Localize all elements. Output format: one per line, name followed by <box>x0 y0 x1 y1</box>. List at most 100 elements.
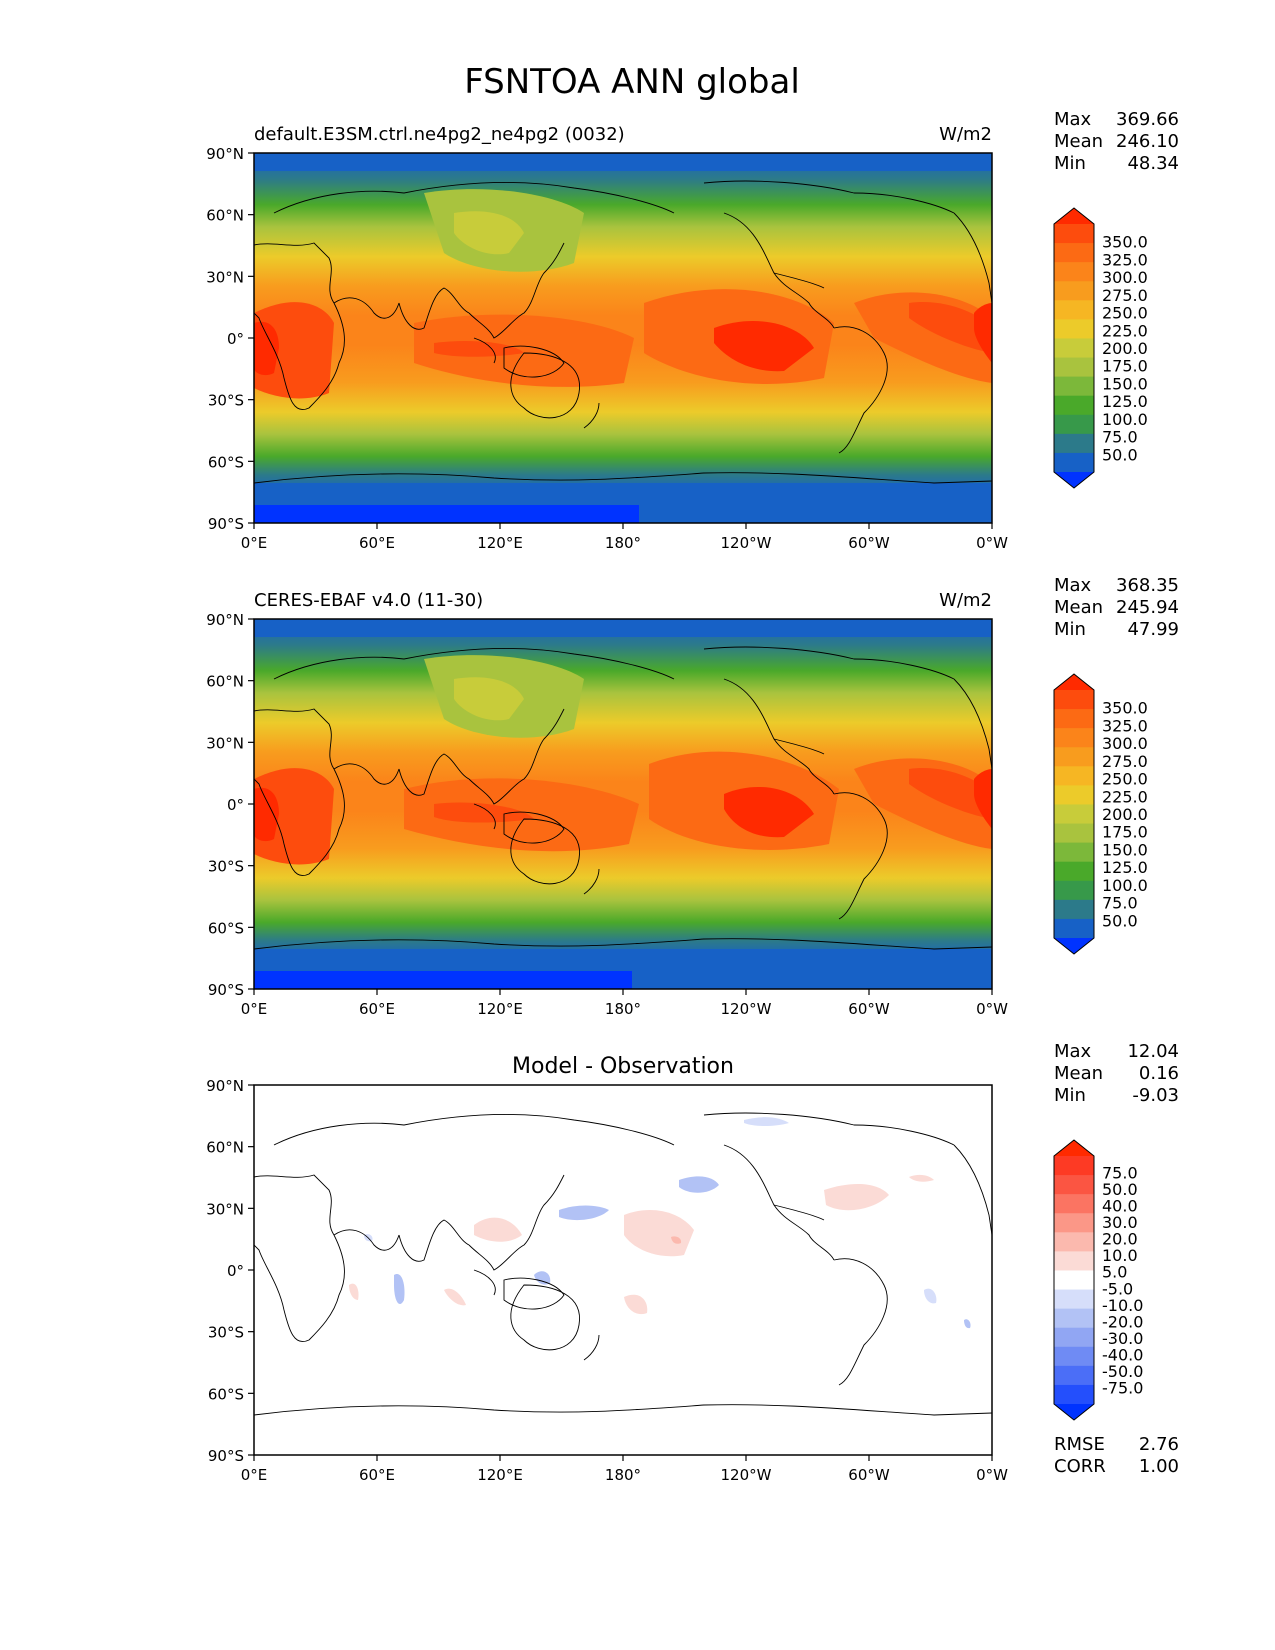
colorbar-label: 250.0 <box>1102 304 1148 323</box>
map-field-diff <box>254 1085 992 1455</box>
lon-tick-label: 120°W <box>721 1466 772 1484</box>
colorbar-extend-min <box>1054 472 1094 488</box>
colorbar-label: -75.0 <box>1102 1378 1143 1397</box>
colorbar-segment <box>1054 1251 1094 1271</box>
lat-tick-label: 60°S <box>208 1385 244 1403</box>
stats-max-value: 369.66 <box>1116 109 1179 130</box>
lon-tick-label: 60°W <box>848 534 890 552</box>
colorbar-outline <box>1053 673 1095 955</box>
colorbar-segment <box>1054 766 1094 786</box>
lon-tick-label: 60°E <box>359 1466 395 1484</box>
colorbar-outline <box>1053 1139 1095 1421</box>
stats-block: Max 368.35 Mean 245.94 Min 47.99 <box>1054 575 1179 640</box>
colorbar-segment <box>1054 1289 1094 1310</box>
colorbar-segment <box>1054 1270 1094 1291</box>
panel-model: default.E3SM.ctrl.ne4pg2_ne4pg2 (0032) W… <box>206 109 1179 552</box>
colorbar-label: 275.0 <box>1102 752 1148 771</box>
stats-max-label: Max <box>1054 109 1092 130</box>
colorbar-segment <box>1054 842 1094 863</box>
colorbar-label: 225.0 <box>1102 321 1148 340</box>
colorbar-segment <box>1054 243 1094 263</box>
stats-min-label: Min <box>1054 1085 1086 1106</box>
lat-tick-label: 60°N <box>206 207 244 225</box>
colorbar-segment <box>1054 1384 1094 1405</box>
colorbar-segment <box>1054 224 1094 244</box>
colorbar-label: 150.0 <box>1102 374 1148 393</box>
lat-tick-label: 0° <box>227 796 244 814</box>
lon-tick-label: 0°E <box>241 1466 268 1484</box>
colorbar-segment <box>1054 262 1094 282</box>
lat-tick-label: 90°S <box>208 1447 244 1465</box>
lon-tick-label: 0°W <box>976 1466 1008 1484</box>
stats-mean-label: Mean <box>1054 131 1103 152</box>
colorbar-segment <box>1054 728 1094 748</box>
colorbar-segment <box>1054 319 1094 339</box>
colorbar-label: 50.0 <box>1102 445 1138 464</box>
lon-tick-label: 120°E <box>477 1000 523 1018</box>
stats-mean-value: 246.10 <box>1116 131 1179 152</box>
colorbar-segment <box>1054 433 1094 454</box>
stats-max-value: 368.35 <box>1116 575 1179 596</box>
colorbar-extend-min <box>1054 938 1094 954</box>
stats-min-label: Min <box>1054 153 1086 174</box>
colorbar-label: -20.0 <box>1102 1312 1143 1331</box>
colorbar-label: 350.0 <box>1102 233 1148 252</box>
colorbar-label: 75.0 <box>1102 428 1138 447</box>
colorbar-label: 75.0 <box>1102 1164 1138 1183</box>
lon-tick-label: 0°E <box>241 534 268 552</box>
colorbar-label: 10.0 <box>1102 1246 1138 1265</box>
panel-units: W/m2 <box>939 124 992 145</box>
colorbar: 350.0325.0300.0275.0250.0225.0200.0175.0… <box>1053 673 1148 955</box>
colorbar-label: 325.0 <box>1102 250 1148 269</box>
stats-min-value: 48.34 <box>1127 153 1179 174</box>
colorbar-label: 350.0 <box>1102 699 1148 718</box>
corr-value: 1.00 <box>1139 1456 1179 1477</box>
panel-left-title: CERES-EBAF v4.0 (11-30) <box>254 590 483 611</box>
colorbar-segment <box>1054 338 1094 359</box>
colorbar-outline <box>1053 207 1095 489</box>
colorbar-label: -50.0 <box>1102 1362 1143 1381</box>
colorbar-segment <box>1054 414 1094 435</box>
colorbar-segment <box>1054 690 1094 710</box>
colorbar-segment <box>1054 1156 1094 1176</box>
panel-units: W/m2 <box>939 590 992 611</box>
colorbar-segment <box>1054 376 1094 397</box>
colorbar-segment <box>1054 861 1094 882</box>
lon-tick-label: 60°W <box>848 1000 890 1018</box>
panel-obs: CERES-EBAF v4.0 (11-30) W/m2 <box>206 575 1179 1018</box>
colorbar-segment <box>1054 1308 1094 1329</box>
colorbar-label: 30.0 <box>1102 1213 1138 1232</box>
rmse-value: 2.76 <box>1139 1434 1179 1455</box>
axes-ticks: 90°N 60°N 30°N 0° 30°S 60°S 90°S0°E 60°E 120°E 18… <box>206 1077 1008 1484</box>
lat-tick-label: 0° <box>227 330 244 348</box>
colorbar-label: 100.0 <box>1102 410 1148 429</box>
colorbar-label: -10.0 <box>1102 1296 1143 1315</box>
colorbar-segment <box>1054 918 1094 939</box>
colorbar: 75.050.040.030.020.010.05.0-5.0-10.0-20.… <box>1053 1139 1143 1421</box>
lon-tick-label: 0°W <box>976 1000 1008 1018</box>
lat-tick-label: 90°S <box>208 981 244 999</box>
lon-tick-label: 180° <box>605 534 641 552</box>
lon-tick-label: 0°W <box>976 534 1008 552</box>
stats-min-value: -9.03 <box>1132 1085 1179 1106</box>
colorbar-label: 40.0 <box>1102 1197 1138 1216</box>
colorbar-label: 150.0 <box>1102 840 1148 859</box>
lon-tick-label: 60°E <box>359 1000 395 1018</box>
map-field-obs <box>254 619 992 989</box>
extra-stats-block: RMSE 2.76 CORR 1.00 <box>1054 1434 1179 1477</box>
colorbar-segment <box>1054 1327 1094 1348</box>
rmse-label: RMSE <box>1054 1434 1105 1455</box>
lat-tick-label: 90°N <box>206 611 244 629</box>
coastlines <box>254 1112 992 1416</box>
colorbar-label: 325.0 <box>1102 716 1148 735</box>
colorbar-extend-max <box>1054 674 1094 690</box>
colorbar-segment <box>1054 357 1094 378</box>
lon-tick-label: 60°W <box>848 1466 890 1484</box>
colorbar-segment <box>1054 395 1094 416</box>
stats-mean-label: Mean <box>1054 1063 1103 1084</box>
colorbar-extend-min <box>1054 1404 1094 1420</box>
panel-diff: Model - Observation <box>206 1041 1179 1484</box>
colorbar-label: 275.0 <box>1102 286 1148 305</box>
colorbar-segment <box>1054 452 1094 473</box>
